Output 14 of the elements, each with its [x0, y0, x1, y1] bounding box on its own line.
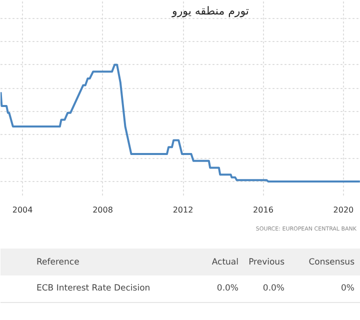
text: ECB Interest Rate Decision: [36, 284, 150, 294]
x-tick-label: 2004: [12, 206, 33, 214]
text: Previous: [248, 258, 286, 268]
text: 0.0%: [262, 284, 285, 294]
x-tick-label: 2016: [253, 206, 274, 214]
text: 0.0%: [216, 284, 239, 294]
x-tick-label: 2008: [92, 206, 113, 214]
text: 0%: [341, 284, 355, 294]
chart-title: تورم منطقه یورو: [171, 4, 249, 18]
x-tick-label: 2020: [333, 206, 354, 214]
text: Consensus: [308, 258, 356, 268]
text: Actual: [212, 258, 239, 268]
text: Reference: [36, 258, 80, 268]
x-tick-label: 2012: [172, 206, 194, 214]
